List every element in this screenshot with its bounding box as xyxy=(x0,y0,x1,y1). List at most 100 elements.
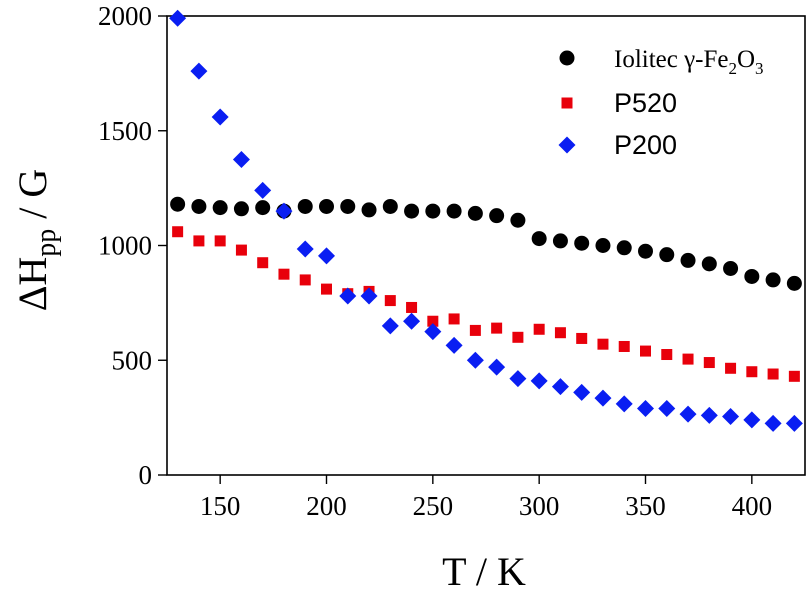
iolitec-point xyxy=(404,203,420,219)
iolitec-point xyxy=(616,240,632,256)
p200-point xyxy=(275,202,293,220)
iolitec-point xyxy=(680,252,696,268)
iolitec-point xyxy=(574,235,590,251)
p200-point xyxy=(551,378,569,396)
x-tick-label: 400 xyxy=(732,491,773,521)
y-tick-label: 1500 xyxy=(98,116,152,146)
y-tick-label: 500 xyxy=(112,345,153,375)
legend-label-iolitec: Iolitec γ-Fe2O3 xyxy=(614,46,764,78)
iolitec-point xyxy=(319,198,334,214)
y-tick-label: 0 xyxy=(139,460,153,490)
p200-point xyxy=(254,181,272,199)
y-axis-title-rest: / G xyxy=(10,169,55,229)
legend-marker-p200 xyxy=(558,136,576,154)
y-axis-ticks: 0 500 1000 1500 2000 xyxy=(98,1,167,490)
y-axis-title-main: ΔH xyxy=(10,257,55,312)
iolitec-point xyxy=(340,198,356,214)
p200-point xyxy=(403,312,421,330)
iolitec-point xyxy=(744,268,760,284)
p200-point xyxy=(785,414,803,432)
p200-point xyxy=(722,407,740,425)
iolitec-point xyxy=(489,208,505,224)
x-tick-label: 300 xyxy=(519,491,560,521)
y-axis-title-subscript: pp xyxy=(31,229,62,257)
iolitec-point xyxy=(467,205,483,221)
legend-label-iolitec-mid: O xyxy=(737,46,755,73)
legend-label-iolitec-sub1: 2 xyxy=(728,59,737,78)
p520-point xyxy=(193,235,205,247)
legend-label-iolitec-sub2: 3 xyxy=(755,59,764,78)
p200-point xyxy=(318,247,335,265)
p520-point xyxy=(661,349,673,361)
p200-point xyxy=(339,287,357,305)
iolitec-point xyxy=(765,272,781,288)
p520-point xyxy=(788,370,800,382)
p200-point xyxy=(211,108,229,126)
p200-point xyxy=(169,9,187,27)
p200-point xyxy=(466,351,484,369)
p520-point xyxy=(257,257,269,269)
plot-border xyxy=(166,15,806,476)
p200-point xyxy=(381,317,399,335)
p520-point xyxy=(767,368,779,380)
iolitec-point xyxy=(361,202,377,218)
p520-point xyxy=(278,268,290,280)
p520-point xyxy=(448,313,460,325)
iolitec-point xyxy=(170,196,186,212)
p520-point xyxy=(576,332,588,344)
x-tick-label: 350 xyxy=(625,491,666,521)
legend-label-iolitec-text: Iolitec γ-Fe xyxy=(614,46,728,73)
p200-point xyxy=(296,240,314,258)
p200-point xyxy=(743,411,761,429)
p520-point xyxy=(746,366,758,378)
p200-point xyxy=(594,389,612,407)
x-tick-label: 200 xyxy=(306,491,347,521)
iolitec-point xyxy=(638,243,653,259)
p520-point xyxy=(384,295,396,307)
iolitec-point xyxy=(191,198,207,214)
p520-point xyxy=(618,340,630,352)
iolitec-point xyxy=(531,231,547,247)
p200-point xyxy=(445,336,463,354)
p520-point xyxy=(640,345,651,357)
p520-point xyxy=(682,353,694,365)
iolitec-point xyxy=(382,198,398,214)
p520-point xyxy=(703,357,715,369)
p200-point xyxy=(658,399,676,417)
legend-label-p520: P520 xyxy=(614,88,677,118)
p520-point xyxy=(214,235,226,247)
p520-point xyxy=(172,226,184,238)
iolitec-point xyxy=(297,198,313,214)
p520-point xyxy=(469,324,481,336)
p520-point xyxy=(321,283,332,295)
p520-point xyxy=(491,322,503,334)
p520-point xyxy=(554,327,566,339)
iolitec-point xyxy=(723,260,739,276)
legend-marker-iolitec xyxy=(559,50,575,66)
p520-point xyxy=(597,338,609,350)
legend: Iolitec γ-Fe2O3 P520 P200 xyxy=(558,46,764,160)
p200-point xyxy=(232,150,250,168)
p520-point xyxy=(235,244,247,256)
p520-point xyxy=(406,301,418,313)
p200-point xyxy=(530,372,548,390)
p200-point xyxy=(488,358,506,376)
p200-point xyxy=(424,323,442,341)
iolitec-point xyxy=(212,200,228,216)
iolitec-point xyxy=(425,203,441,219)
x-tick-label: 250 xyxy=(413,491,454,521)
y-tick-label: 1000 xyxy=(98,231,152,261)
iolitec-point xyxy=(255,200,271,216)
legend-markers xyxy=(558,50,576,154)
p200-point xyxy=(764,414,782,432)
y-tick-label: 2000 xyxy=(98,1,152,31)
iolitec-point xyxy=(659,247,675,263)
iolitec-point xyxy=(701,256,717,272)
p520-point xyxy=(299,274,311,286)
iolitec-point xyxy=(786,275,802,291)
x-axis-ticks: 150 200 250 300 350 400 xyxy=(200,475,772,521)
x-axis-title: T / K xyxy=(442,549,526,591)
legend-label-p200: P200 xyxy=(614,130,677,160)
iolitec-point xyxy=(446,203,462,219)
